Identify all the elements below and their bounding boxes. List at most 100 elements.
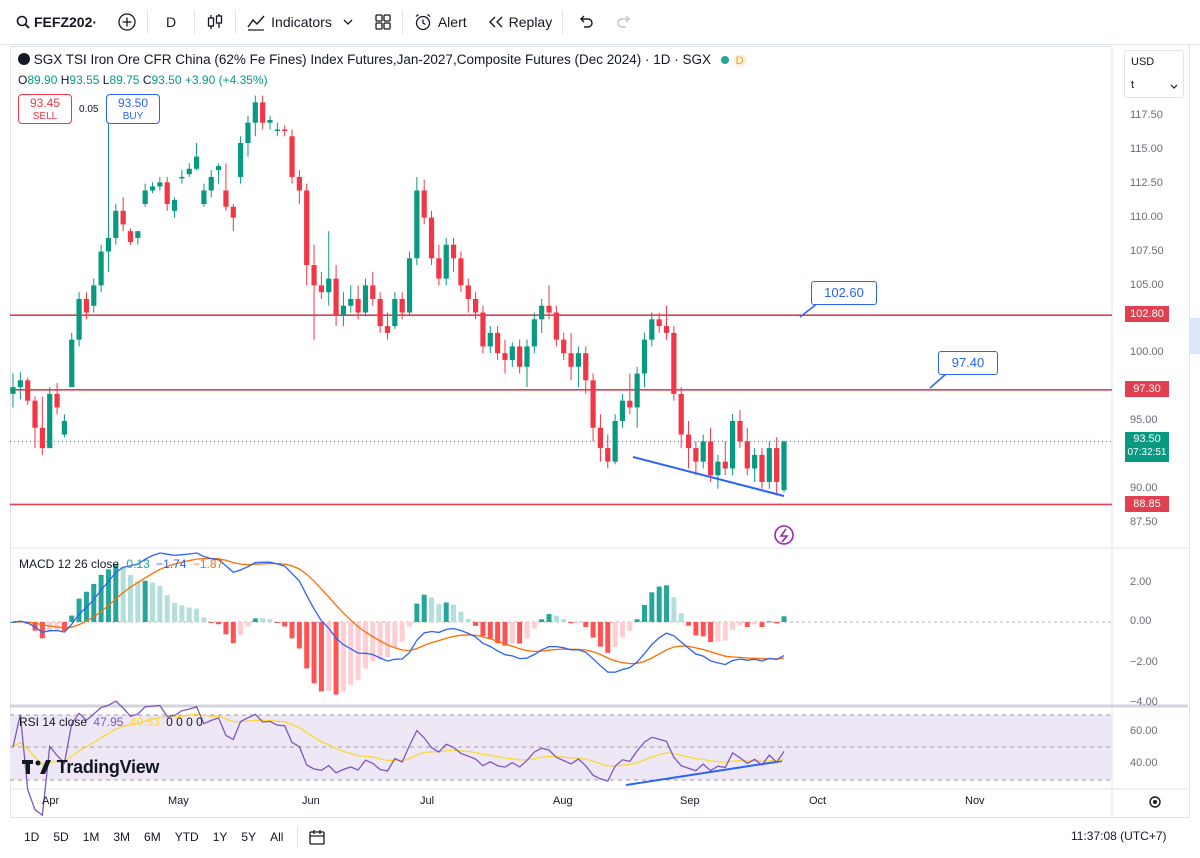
candle-body[interactable] <box>348 298 354 306</box>
candle-body[interactable] <box>707 441 714 476</box>
candle-body[interactable] <box>612 421 618 462</box>
candle-body[interactable] <box>311 265 317 286</box>
candle-body[interactable] <box>414 190 420 259</box>
candle-body[interactable] <box>186 168 192 175</box>
range-1y[interactable]: 1Y <box>212 830 228 844</box>
range-all[interactable]: All <box>270 830 284 844</box>
candle-body[interactable] <box>340 305 347 316</box>
candle-body[interactable] <box>135 231 141 238</box>
candle-body[interactable] <box>370 285 376 299</box>
candle-body[interactable] <box>693 448 699 462</box>
candle-body[interactable] <box>384 326 391 333</box>
candle-body[interactable] <box>252 102 258 123</box>
candle-body[interactable] <box>17 380 23 388</box>
candle-body[interactable] <box>392 298 398 327</box>
candle-body[interactable] <box>98 251 104 286</box>
delayed-badge[interactable]: D <box>732 55 747 67</box>
candle-body[interactable] <box>10 387 16 394</box>
candle-body[interactable] <box>774 448 780 483</box>
candle-body[interactable] <box>164 182 170 205</box>
candle-body[interactable] <box>377 298 383 327</box>
candle-body[interactable] <box>399 298 405 313</box>
candle-body[interactable] <box>737 421 743 442</box>
candle-body[interactable] <box>568 353 574 367</box>
candle-body[interactable] <box>267 119 273 123</box>
candle-body[interactable] <box>531 319 537 347</box>
candle-body[interactable] <box>649 319 655 340</box>
candle-body[interactable] <box>230 206 236 218</box>
candle-body[interactable] <box>583 353 589 381</box>
candle-body[interactable] <box>326 278 332 293</box>
candle-body[interactable] <box>495 332 501 354</box>
candle-body[interactable] <box>127 231 134 243</box>
candle-body[interactable] <box>517 346 523 367</box>
candle-body[interactable] <box>436 258 442 279</box>
candle-body[interactable] <box>597 427 604 449</box>
compare-button[interactable] <box>107 0 147 44</box>
chart-type-button[interactable] <box>195 0 235 44</box>
candle-body[interactable] <box>421 190 427 218</box>
candle-body[interactable] <box>561 339 567 354</box>
candle-body[interactable] <box>245 122 251 144</box>
candle-body[interactable] <box>509 346 515 360</box>
candle-body[interactable] <box>634 373 640 408</box>
candle-body[interactable] <box>171 199 178 211</box>
candle-body[interactable] <box>487 332 493 347</box>
undo-button[interactable] <box>563 0 609 44</box>
level-tag[interactable]: 97.30 <box>1125 381 1169 397</box>
range-6m[interactable]: 6M <box>144 830 161 844</box>
candle-body[interactable] <box>663 326 670 333</box>
candle-body[interactable] <box>105 237 112 252</box>
clock-readout[interactable]: 11:37:08 (UTC+7) <box>1071 829 1167 843</box>
candle-body[interactable] <box>539 305 545 320</box>
candle-body[interactable] <box>744 441 750 469</box>
alert-button[interactable]: Alert <box>403 0 477 44</box>
candle-body[interactable] <box>715 461 721 476</box>
currency-selector[interactable]: USD t <box>1124 50 1184 98</box>
candle-body[interactable] <box>282 129 288 131</box>
candle-body[interactable] <box>575 353 581 367</box>
candle-body[interactable] <box>406 258 413 313</box>
candle-body[interactable] <box>546 305 552 313</box>
candle-body[interactable] <box>473 298 479 313</box>
candle-body[interactable] <box>61 421 67 435</box>
symbol-search[interactable]: FEFZ202· <box>0 0 107 44</box>
candle-body[interactable] <box>223 190 229 207</box>
candle-body[interactable] <box>25 380 31 401</box>
candle-body[interactable] <box>216 166 222 171</box>
candle-body[interactable] <box>47 393 53 449</box>
replay-button[interactable]: Replay <box>477 0 563 44</box>
tradingview-logo[interactable]: TradingView <box>22 757 159 778</box>
candle-body[interactable] <box>333 278 339 316</box>
candle-body[interactable] <box>362 285 369 313</box>
range-ytd[interactable]: YTD <box>174 830 199 844</box>
level-tag[interactable]: 88.85 <box>1125 496 1169 512</box>
dividends-event-icon[interactable] <box>774 525 794 545</box>
candle-body[interactable] <box>759 454 765 483</box>
candle-body[interactable] <box>450 244 457 259</box>
candle-body[interactable] <box>318 285 324 293</box>
candle-body[interactable] <box>113 210 119 238</box>
range-3m[interactable]: 3M <box>113 830 131 844</box>
range-1d[interactable]: 1D <box>24 830 40 844</box>
candle-body[interactable] <box>355 298 361 313</box>
candle-body[interactable] <box>289 136 295 177</box>
candle-body[interactable] <box>208 176 214 191</box>
candle-body[interactable] <box>91 285 97 306</box>
candle-body[interactable] <box>766 448 772 483</box>
candle-body[interactable] <box>685 434 692 449</box>
support-trendline[interactable] <box>632 456 785 497</box>
calendar-icon[interactable] <box>308 828 326 846</box>
candle-body[interactable] <box>238 143 244 177</box>
candle-body[interactable] <box>619 400 626 421</box>
candle-body[interactable] <box>627 400 633 408</box>
candle-body[interactable] <box>120 210 126 225</box>
candle-body[interactable] <box>32 400 38 428</box>
candle-body[interactable] <box>722 461 728 469</box>
candle-body[interactable] <box>752 454 758 469</box>
candle-body[interactable] <box>54 393 60 408</box>
candle-body[interactable] <box>201 190 207 205</box>
layouts-button[interactable] <box>364 0 402 44</box>
candle-body[interactable] <box>296 176 302 191</box>
candle-body[interactable] <box>443 244 449 279</box>
